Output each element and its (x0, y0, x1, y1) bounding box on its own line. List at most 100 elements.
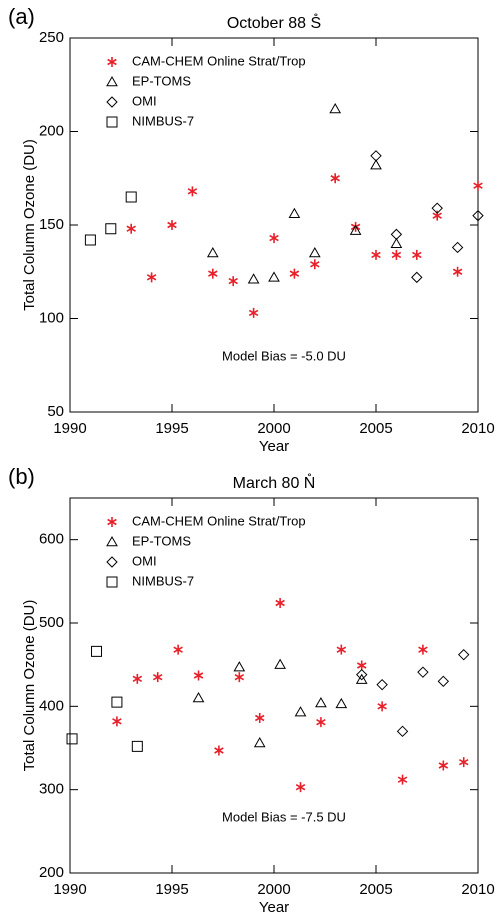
data-point (187, 186, 198, 197)
data-point (173, 644, 183, 655)
legend-marker (107, 517, 117, 527)
data-point (432, 210, 442, 221)
data-point (66, 733, 78, 745)
data-point (377, 701, 387, 712)
data-point (167, 220, 177, 230)
y-tick-label: 200 (39, 122, 64, 139)
data-point (308, 247, 321, 258)
data-point (391, 249, 402, 260)
legend-marker (107, 57, 117, 67)
x-tick-label: 2000 (257, 881, 290, 898)
legend-label: NIMBUS-7 (132, 573, 194, 588)
panel-label: (b) (8, 464, 35, 489)
x-tick-label: 2000 (257, 420, 290, 437)
data-point (458, 757, 469, 768)
data-point (437, 675, 450, 688)
x-tick-label: 2005 (359, 881, 392, 898)
data-point (84, 234, 96, 246)
data-point (349, 224, 362, 235)
data-point (458, 648, 470, 661)
data-point (376, 678, 388, 691)
data-point (214, 745, 224, 756)
data-point (112, 716, 122, 727)
data-point (91, 645, 103, 657)
data-point (371, 249, 381, 260)
data-point (146, 272, 157, 283)
data-point (417, 666, 429, 678)
data-point (289, 268, 300, 279)
data-point (438, 760, 449, 771)
legend-label: OMI (132, 93, 157, 108)
data-point (253, 736, 266, 748)
data-point (336, 644, 347, 655)
legend-marker (106, 116, 118, 128)
data-point (131, 740, 143, 752)
data-point (473, 180, 483, 191)
legend-label: CAM-CHEM Online Strat/Trop (132, 513, 306, 528)
data-point (193, 670, 204, 681)
data-point (316, 717, 326, 728)
y-tick-label: 300 (39, 781, 64, 798)
data-point (355, 673, 368, 684)
x-tick-label: 2005 (359, 420, 392, 437)
data-point (248, 307, 259, 318)
data-point (275, 598, 285, 608)
legend-label: EP-TOMS (132, 73, 191, 88)
annotation: Model Bias = -5.0 DU (222, 348, 346, 363)
data-point (451, 241, 464, 254)
data-point (452, 266, 463, 277)
x-tick-label: 1990 (53, 881, 86, 898)
data-point (472, 209, 484, 222)
x-axis-label: Year (259, 899, 289, 916)
legend-marker (106, 75, 118, 87)
data-point (390, 237, 403, 248)
data-point (411, 271, 423, 284)
legend-marker (106, 576, 118, 588)
data-point (247, 273, 260, 284)
x-tick-label: 1995 (155, 881, 188, 898)
data-point (356, 660, 367, 671)
x-axis-label: Year (259, 438, 289, 455)
data-point (206, 247, 219, 258)
x-tick-label: 2010 (461, 881, 494, 898)
data-point (228, 276, 238, 287)
data-point (330, 173, 340, 184)
data-point (208, 268, 218, 279)
y-axis-label: Total Column Ozone (DU) (21, 600, 38, 772)
legend-marker (106, 556, 118, 568)
data-point (269, 233, 279, 244)
y-tick-label: 400 (39, 697, 64, 714)
data-point (329, 103, 342, 114)
panel-label: (a) (8, 4, 35, 29)
data-point (126, 223, 136, 234)
data-point (268, 271, 280, 282)
legend-marker (106, 535, 118, 547)
legend-label: OMI (132, 553, 157, 568)
data-point (350, 221, 361, 232)
data-point (152, 672, 163, 683)
chart-title: October 88 S̊ (227, 13, 321, 32)
data-point (396, 725, 409, 738)
data-point (356, 668, 368, 681)
y-tick-label: 250 (39, 29, 64, 46)
y-tick-label: 600 (39, 531, 64, 548)
data-point (295, 782, 306, 793)
data-point (192, 691, 205, 703)
y-tick-label: 200 (39, 864, 64, 881)
data-point (294, 706, 307, 717)
data-point (370, 150, 382, 162)
x-tick-label: 2010 (461, 420, 494, 437)
legend-label: EP-TOMS (132, 533, 191, 548)
data-point (274, 658, 286, 669)
y-tick-label: 50 (47, 403, 64, 420)
y-tick-label: 100 (39, 309, 64, 326)
y-tick-label: 500 (39, 614, 64, 631)
annotation: Model Bias = -7.5 DU (222, 809, 346, 824)
data-point (233, 661, 246, 672)
data-point (370, 159, 382, 170)
data-point (132, 673, 143, 684)
data-point (418, 644, 428, 655)
data-point (390, 228, 403, 241)
data-point (315, 696, 327, 708)
